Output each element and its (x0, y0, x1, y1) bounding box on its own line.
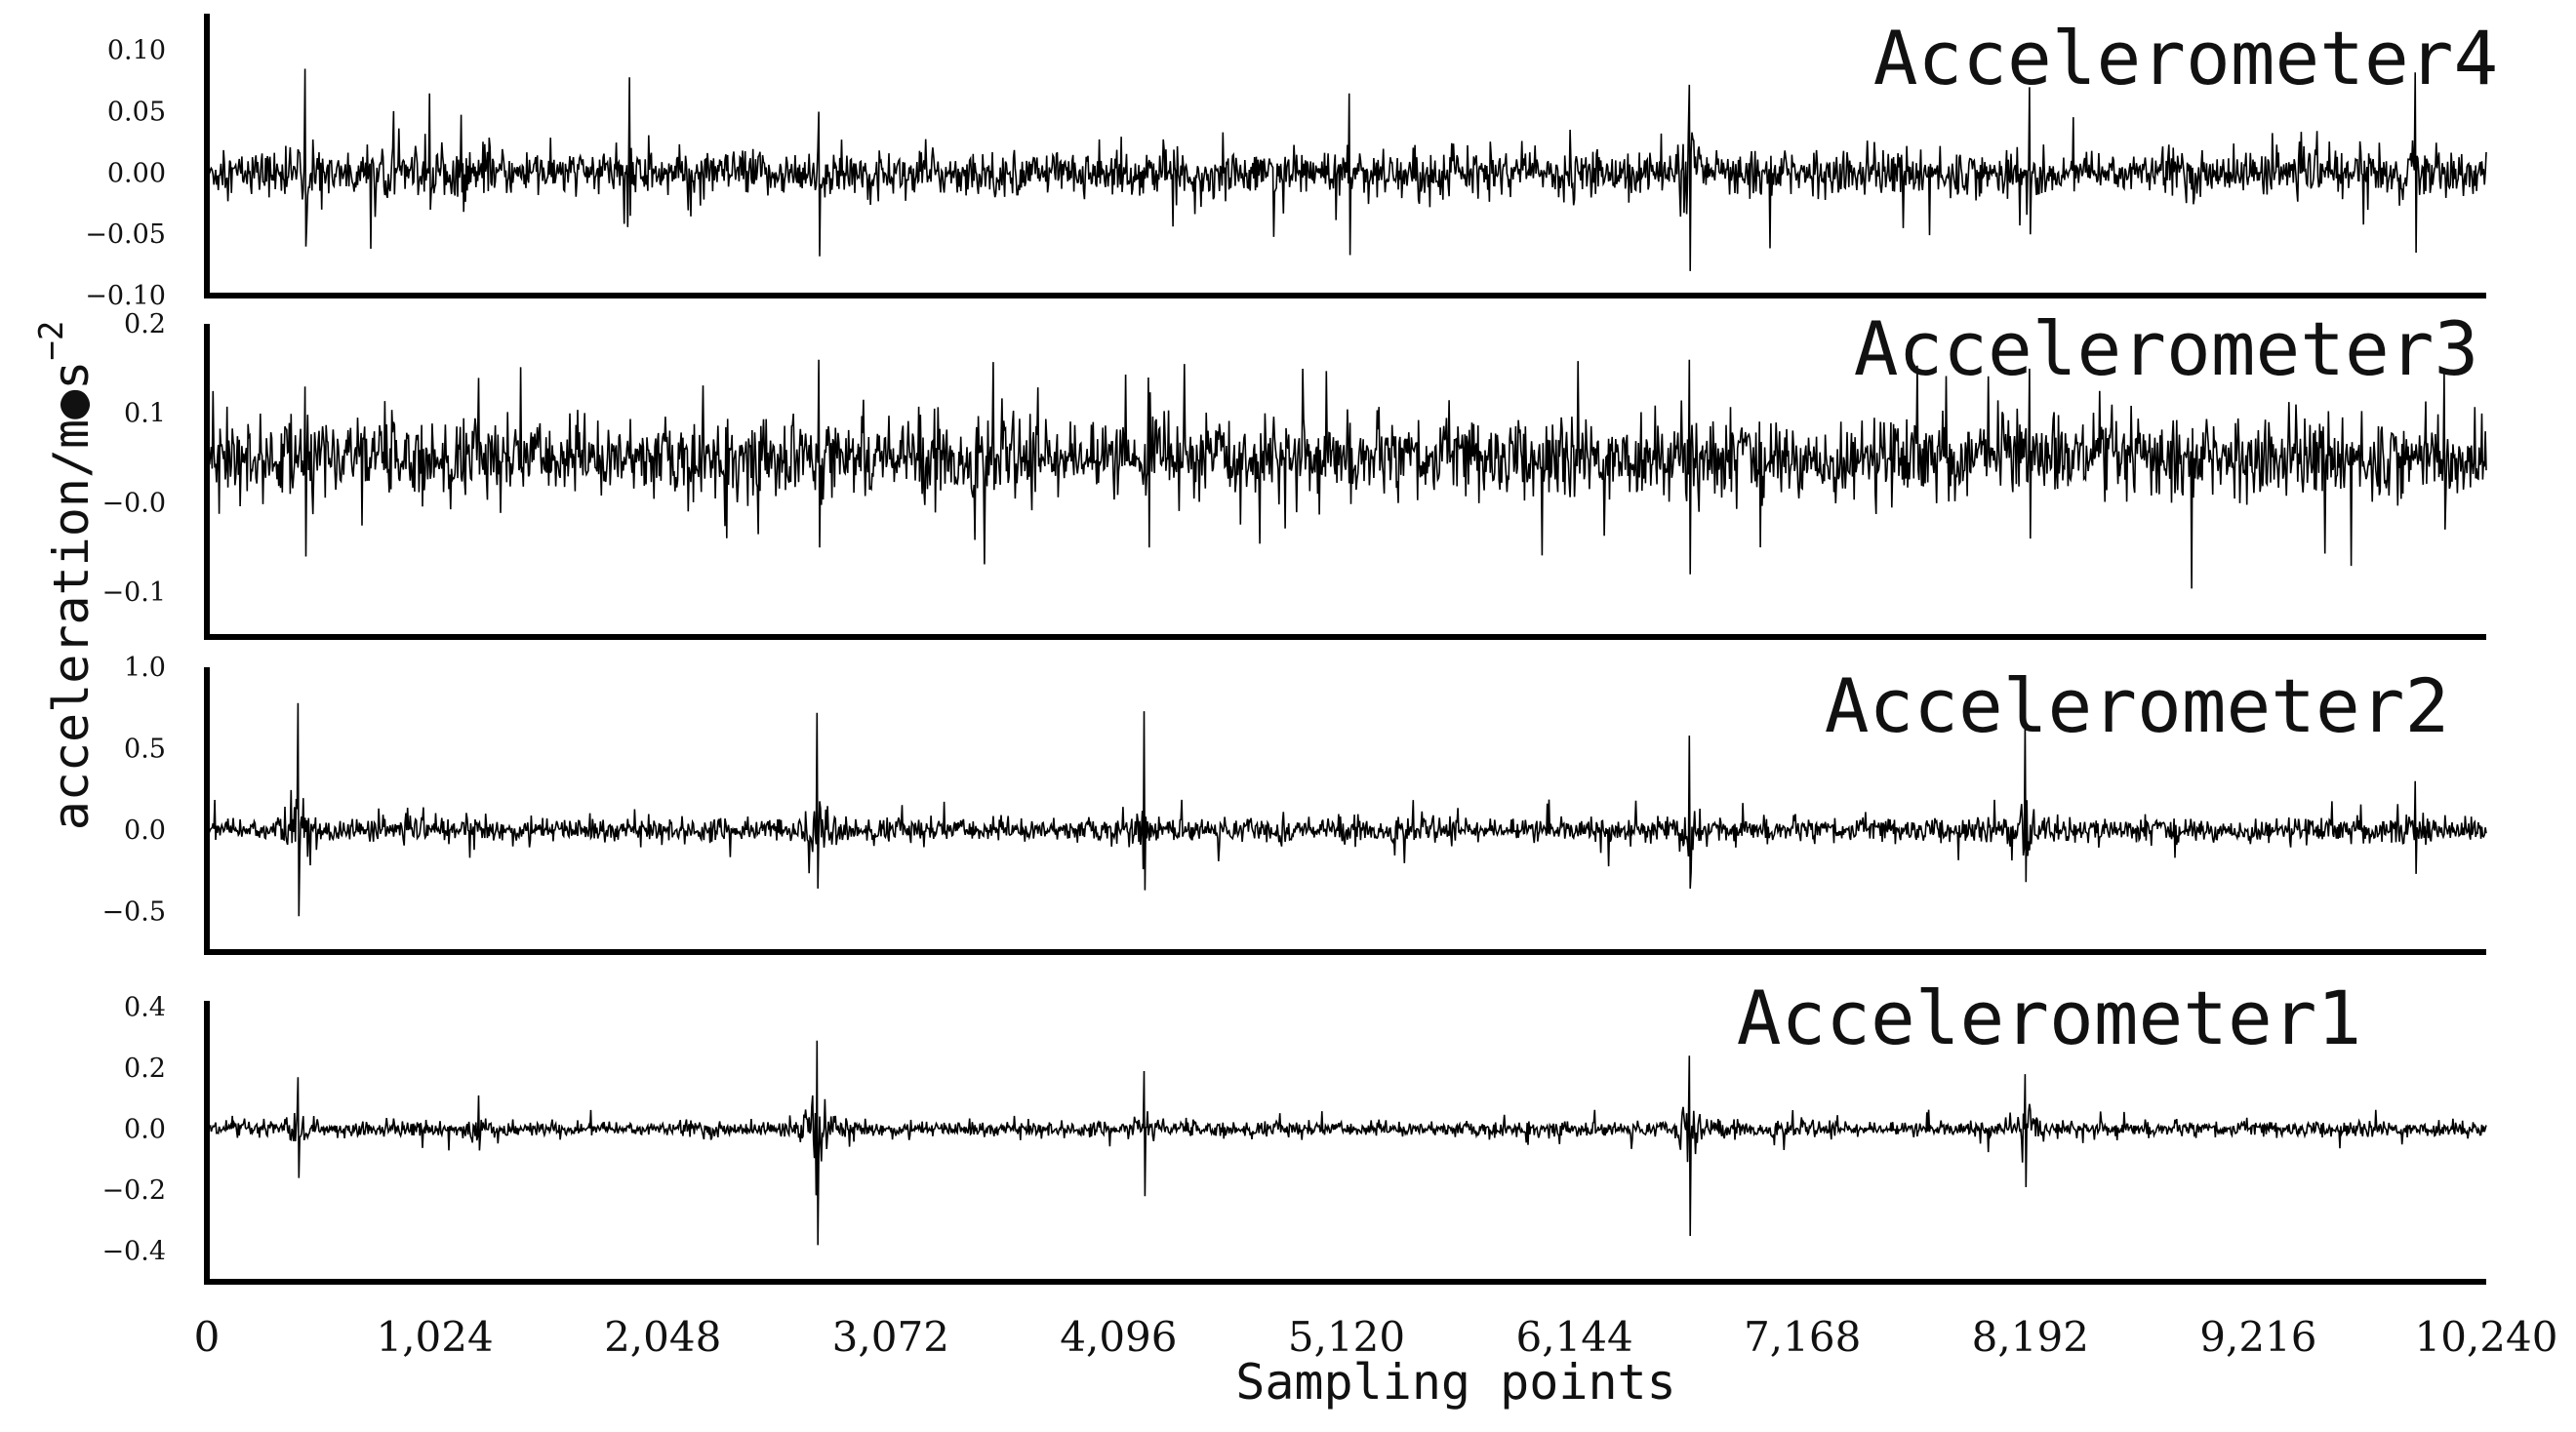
y-tick-label: 0.10 (107, 36, 166, 66)
y-tick-label: −0.10 (85, 281, 166, 311)
y-tick-label: 0.00 (107, 158, 166, 188)
x-tick-label: 9,216 (2199, 1313, 2316, 1361)
x-tick-label: 3,072 (832, 1313, 949, 1361)
y-axis-label-main: acceleration/m●s (43, 361, 100, 831)
y-tick-label: 0.2 (124, 1054, 166, 1084)
panel-2: 1.0 0.5 0.0 −0.5 Accelerometer2 (101, 653, 2487, 955)
signal-trace-2 (206, 702, 2487, 917)
x-tick-label: 7,168 (1744, 1313, 1861, 1361)
panel-title: Accelerometer1 (1737, 975, 2362, 1061)
y-tick-label: 0.05 (107, 98, 166, 128)
x-tick-labels: 0 1,024 2,048 3,072 4,096 5,120 6,144 7,168 8,19… (194, 1313, 2558, 1361)
x-tick-label: 10,240 (2415, 1313, 2558, 1361)
panel-4: 0.10 0.05 0.00 −0.05 −0.10 Accelerometer4 (85, 14, 2498, 311)
panel-1: 0.4 0.2 0.0 −0.2 −0.4 Accelerometer1 (101, 975, 2487, 1285)
axes-spines-3 (204, 324, 2486, 640)
y-tick-label: 0.0 (124, 1114, 166, 1144)
y-axis-label: acceleration/m●s−2 (32, 321, 100, 831)
panel-title: Accelerometer2 (1825, 662, 2450, 749)
y-tick-label: −0.1 (101, 577, 166, 608)
y-tick-label: −0.4 (101, 1237, 166, 1267)
x-tick-label: 5,120 (1288, 1313, 1405, 1361)
axes-spines-1 (204, 1001, 2486, 1285)
x-tick-label: 6,144 (1515, 1313, 1632, 1361)
x-tick-label: 1,024 (376, 1313, 493, 1361)
x-tick-label: 0 (194, 1313, 221, 1361)
x-tick-label: 2,048 (604, 1313, 721, 1361)
y-tick-label: 0.4 (124, 992, 166, 1022)
x-axis-label: Sampling points (1235, 1354, 1676, 1411)
panels-group: 0.100.050.00−0.05−0.10Accelerometer40.20… (85, 14, 2498, 1285)
y-tick-label: −0.0 (101, 488, 166, 518)
signal-trace-4 (206, 68, 2487, 271)
signal-trace-3 (206, 359, 2487, 589)
x-tick-label: 4,096 (1060, 1313, 1177, 1361)
panel-title: Accelerometer3 (1854, 305, 2479, 392)
y-tick-label: 1.0 (124, 653, 166, 683)
axes-spines-4 (204, 14, 2486, 298)
panel-title: Accelerometer4 (1873, 15, 2499, 101)
y-tick-label: −0.05 (85, 219, 166, 250)
y-tick-label: 0.5 (124, 734, 166, 764)
y-axis-label-exponent: −2 (32, 321, 71, 361)
y-tick-label: 0.0 (124, 815, 166, 846)
signal-trace-1 (206, 1040, 2487, 1246)
panel-3: 0.2 0.1 −0.0 −0.1 Accelerometer3 (101, 305, 2487, 640)
axes-spines-2 (204, 667, 2486, 955)
x-tick-label: 8,192 (1972, 1313, 2089, 1361)
y-tick-label: −0.5 (101, 896, 166, 927)
y-tick-label: −0.2 (101, 1175, 166, 1206)
y-tick-label: 0.2 (124, 309, 166, 339)
y-tick-label: 0.1 (124, 399, 166, 429)
